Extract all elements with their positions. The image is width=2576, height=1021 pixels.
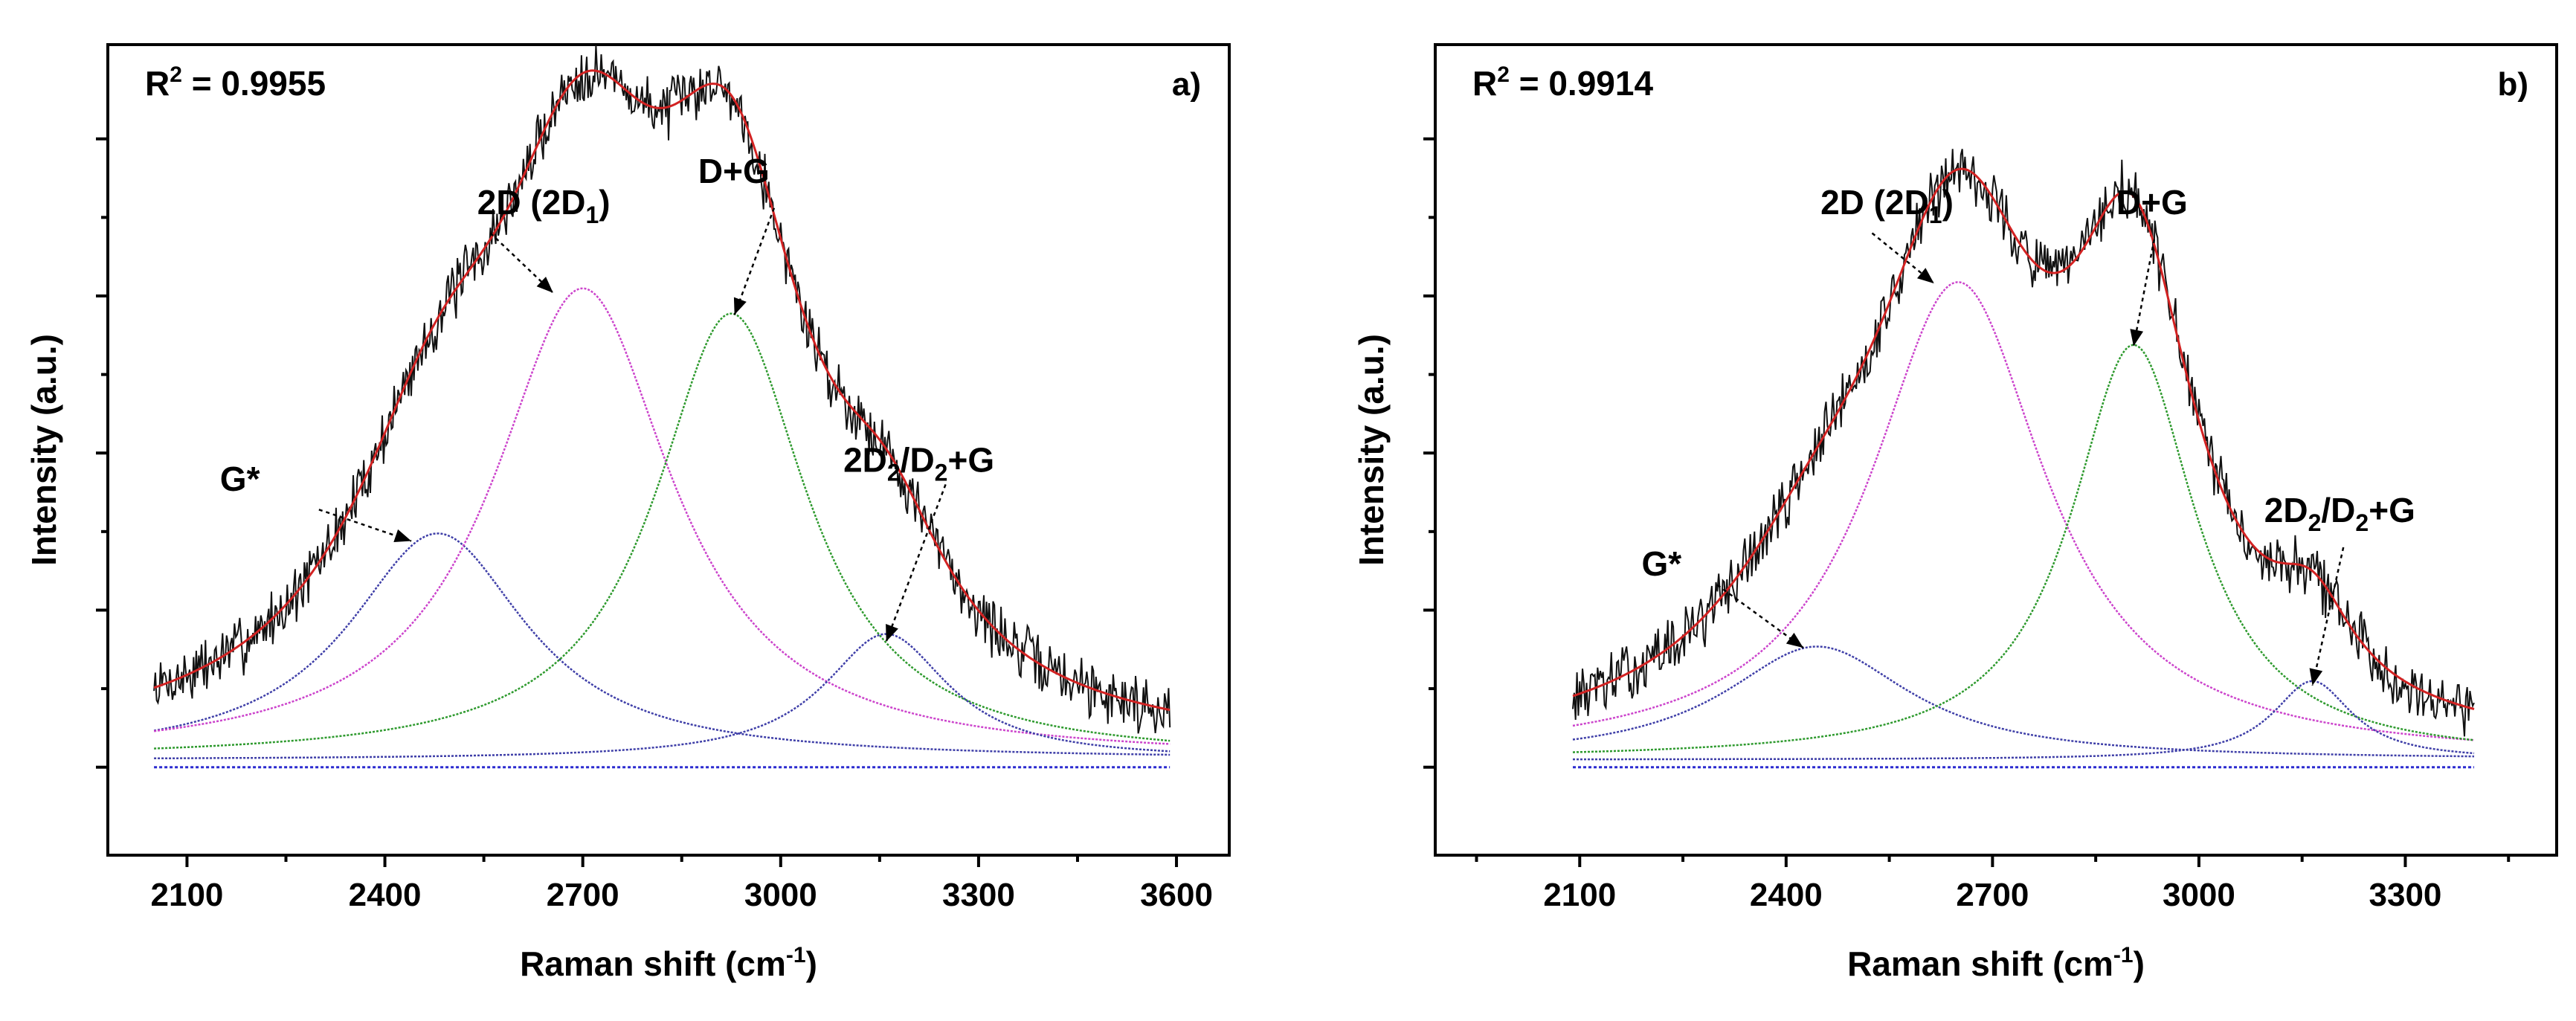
component-peak-g-	[153, 532, 1171, 756]
peak-label: 2D2/D2+G	[2264, 491, 2415, 536]
annotation-arrowhead	[733, 297, 747, 315]
r-squared-label: R2 = 0.9914	[1472, 62, 1653, 103]
annotation-leader	[2311, 547, 2345, 686]
annotation-leader	[885, 484, 947, 642]
y-axis-label: Intensity (a.u.)	[1352, 334, 1391, 566]
peak-label: 2D2/D2+G	[843, 441, 994, 486]
component-peak-2d2-d2-g	[154, 633, 1171, 760]
annotation-arrowhead	[2130, 329, 2144, 347]
annotation-leader	[2132, 239, 2156, 347]
annotation-leader	[1716, 584, 1804, 649]
cumulative-fit	[153, 69, 1171, 712]
annotation-arrowhead	[2309, 668, 2323, 686]
x-tick-label: 2100	[151, 877, 224, 913]
panel-label: a)	[1172, 66, 1201, 103]
cumulative-fit	[1572, 167, 2475, 710]
annotation-arrowhead	[1786, 632, 1803, 648]
r-squared-label: R2 = 0.9955	[145, 62, 326, 103]
peak-label: G*	[1642, 544, 1682, 583]
component-peak-g-	[1572, 645, 2475, 758]
component-peak-d-g	[154, 312, 1171, 750]
peak-label: D+G	[2116, 183, 2188, 222]
x-tick-label: 2700	[547, 877, 619, 913]
x-tick-label: 3000	[744, 877, 817, 913]
y-axis-label: Intensity (a.u.)	[25, 334, 63, 566]
annotation-arrowhead	[1916, 268, 1934, 284]
x-tick-label: 3300	[2369, 877, 2442, 913]
component-peak-2d-2d1-	[1572, 281, 2475, 741]
x-tick-label: 2400	[349, 877, 422, 913]
chart-panel-a: 2100 2400 2700 3000 3300 3600 Raman shift (cm-…	[25, 43, 1231, 983]
x-tick-label: 2700	[1956, 877, 2029, 913]
annotation-arrowhead	[886, 623, 898, 642]
x-tick-label: 2400	[1750, 877, 1823, 913]
peak-label: D+G	[698, 152, 770, 190]
experimental-spectrum	[1572, 149, 2475, 737]
chart-panel-b: 2100 2400 2700 3000 3300 Raman shift (cm-1) In…	[1352, 43, 2558, 983]
plot-frame	[1434, 43, 2558, 857]
annotation-arrowhead	[393, 529, 412, 542]
peak-label: 2D (2D1)	[477, 183, 611, 228]
annotation-leader	[1871, 232, 1935, 285]
x-axis-label: Raman shift (cm-1)	[520, 943, 817, 983]
component-peak-2d-2d1-	[153, 287, 1171, 745]
x-tick-label: 3600	[1140, 877, 1213, 913]
x-tick-label: 2100	[1543, 877, 1616, 913]
component-peak-d-g	[1572, 344, 2475, 753]
peak-label: 2D (2D1)	[1820, 183, 1954, 228]
annotation-arrowhead	[536, 277, 553, 293]
annotation-leader	[318, 509, 412, 542]
x-tick-label: 3000	[2163, 877, 2235, 913]
component-peak-2d2-d2-g	[1573, 680, 2475, 761]
peak-label: G*	[220, 460, 260, 498]
experimental-spectrum	[153, 45, 1171, 734]
x-tick-label: 3300	[942, 877, 1015, 913]
panel-label: b)	[2497, 66, 2528, 103]
x-axis-label: Raman shift (cm-1)	[1847, 943, 2145, 983]
plot-frame	[106, 43, 1231, 857]
